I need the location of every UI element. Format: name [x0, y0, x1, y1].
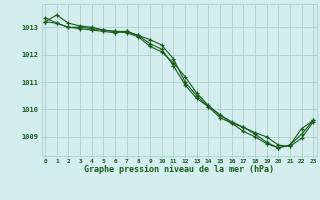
X-axis label: Graphe pression niveau de la mer (hPa): Graphe pression niveau de la mer (hPa) — [84, 165, 274, 174]
